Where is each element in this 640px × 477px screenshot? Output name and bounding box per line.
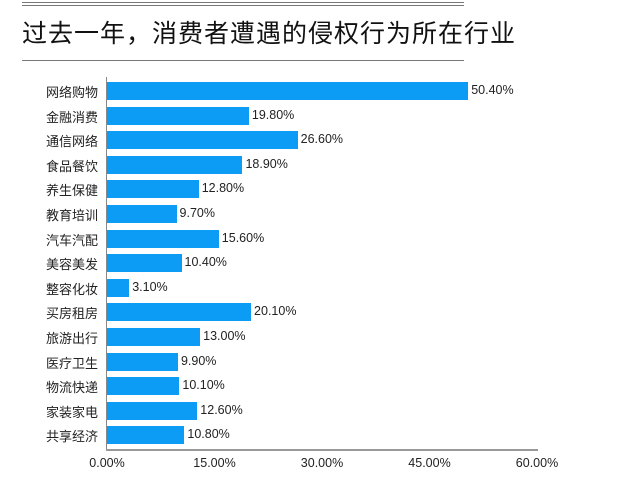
x-tick-label: 60.00% <box>515 456 559 470</box>
category-label: 网络购物 <box>45 86 98 101</box>
value-label: 10.80% <box>187 427 230 442</box>
bar-row: 食品餐饮 18.90% <box>0 153 640 177</box>
category-label: 养生保健 <box>45 184 98 200</box>
value-label: 3.10% <box>132 279 168 294</box>
value-label: 50.40% <box>471 83 514 97</box>
bar <box>107 82 469 100</box>
value-label: 9.70% <box>179 206 215 220</box>
bar-row: 物流快递 10.10% <box>0 374 640 398</box>
bar-row: 共享经济 10.80% <box>0 423 640 447</box>
bar <box>107 229 219 248</box>
bar <box>107 401 198 420</box>
bar <box>107 426 185 445</box>
bar <box>107 328 201 346</box>
value-label: 26.60% <box>300 132 344 147</box>
bar-row: 通信网络 26.60% <box>0 128 640 152</box>
bar-row: 美容美发 10.40% <box>0 251 640 275</box>
bar-row: 网络购物 50.40% <box>0 79 640 103</box>
bar <box>107 205 177 223</box>
value-label: 10.40% <box>184 255 227 270</box>
value-label: 15.60% <box>221 230 265 245</box>
bar <box>107 180 199 199</box>
title-bottom-rule <box>22 60 464 61</box>
bar-row: 整容化妆 3.10% <box>0 276 640 300</box>
bar-row: 医疗卫生 9.90% <box>0 350 640 374</box>
category-label: 食品餐饮 <box>45 159 98 175</box>
title-top-rule-2 <box>22 5 464 6</box>
bar <box>107 131 298 150</box>
category-label: 美容美发 <box>45 258 98 274</box>
chart-title: 过去一年，消费者遭遇的侵权行为所在行业 <box>22 19 517 48</box>
bar-row: 金融消费 19.80% <box>0 104 640 128</box>
x-axis-line <box>106 449 538 451</box>
category-label: 物流快递 <box>45 381 98 397</box>
category-label: 通信网络 <box>45 135 98 151</box>
category-label: 金融消费 <box>45 110 98 126</box>
title-top-rule-1 <box>22 2 464 3</box>
category-label: 买房租房 <box>45 307 98 323</box>
value-label: 20.10% <box>254 304 297 319</box>
bar <box>107 352 178 371</box>
bar-row: 旅游出行 13.00% <box>0 325 640 349</box>
value-label: 13.00% <box>203 329 246 343</box>
category-label: 医疗卫生 <box>45 356 98 372</box>
bar-row: 教育培训 9.70% <box>0 202 640 226</box>
x-tick-label: 15.00% <box>193 456 236 470</box>
value-label: 18.90% <box>245 156 288 171</box>
category-label: 共享经济 <box>45 430 98 446</box>
bar-row: 养生保健 12.80% <box>0 177 640 201</box>
value-label: 10.10% <box>182 378 225 393</box>
bar-row: 汽车汽配 15.60% <box>0 227 640 251</box>
x-tick-label: 45.00% <box>408 456 451 470</box>
value-label: 9.90% <box>180 353 217 368</box>
bar <box>107 278 130 297</box>
value-label: 19.80% <box>251 107 295 122</box>
bar-row: 家装家电 12.60% <box>0 399 640 423</box>
category-label: 家装家电 <box>45 405 98 421</box>
bar <box>107 377 180 396</box>
category-label: 教育培训 <box>45 209 98 224</box>
x-tick-label: 0.00% <box>89 456 125 470</box>
x-tick-label: 30.00% <box>300 456 344 470</box>
bar <box>107 303 252 322</box>
bar <box>107 155 243 174</box>
category-label: 汽车汽配 <box>45 233 98 249</box>
category-label: 旅游出行 <box>45 332 98 347</box>
bar <box>107 106 249 125</box>
value-label: 12.60% <box>200 402 243 417</box>
value-label: 12.80% <box>201 181 245 196</box>
y-axis-line <box>106 77 107 450</box>
bar-row: 买房租房 20.10% <box>0 300 640 324</box>
bar <box>107 254 182 273</box>
category-label: 整容化妆 <box>45 282 98 298</box>
